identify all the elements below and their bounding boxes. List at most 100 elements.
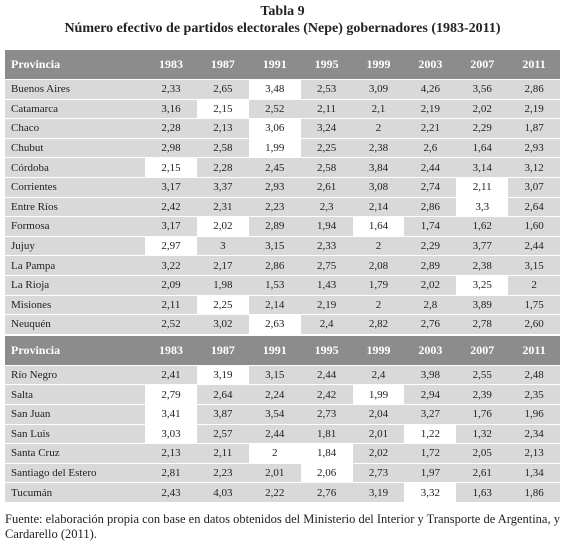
value-cell: 2,23 [196, 463, 249, 484]
value-cell: 2,05 [456, 443, 509, 464]
value-cell: 1,74 [404, 216, 457, 237]
value-cell: 2,43 [145, 482, 197, 503]
header-cell: 1987 [196, 333, 249, 366]
value-cell: 3,15 [248, 365, 301, 386]
value-cell: 1,60 [508, 216, 560, 237]
province-cell: Corrientes [5, 177, 145, 198]
value-cell: 3,14 [456, 157, 509, 178]
value-cell: 2 [508, 275, 560, 296]
header-cell: 1983 [145, 333, 197, 366]
value-cell: 2,11 [456, 177, 509, 198]
province-cell: Formosa [5, 216, 145, 237]
header-cell: 2007 [456, 333, 509, 366]
header-cell: 1999 [352, 333, 405, 366]
value-cell: 1,86 [508, 482, 560, 503]
province-cell: La Rioja [5, 275, 145, 296]
value-cell: 1,72 [404, 443, 457, 464]
value-cell: 2,3 [300, 197, 353, 218]
value-cell: 1,43 [300, 275, 353, 296]
value-cell: 2,33 [300, 236, 353, 257]
value-cell: 2,58 [196, 138, 249, 159]
value-cell: 2,76 [300, 482, 353, 503]
value-cell: 3,98 [404, 365, 457, 386]
data-row: Neuquén 2,52 3,02 2,63 2,4 2,82 2,76 2,78 2,60 [5, 314, 560, 336]
value-cell: 2,22 [248, 482, 301, 503]
value-cell: 2,1 [352, 99, 405, 120]
value-cell: 2,25 [196, 295, 249, 316]
province-cell: Catamarca [5, 99, 145, 120]
province-cell: Buenos Aires [5, 79, 145, 100]
province-cell: La Pampa [5, 255, 145, 276]
value-cell: 2,13 [145, 443, 197, 464]
value-cell: 1,64 [352, 216, 405, 237]
data-row: Buenos Aires 2,33 2,65 3,48 2,53 3,09 4,26 3,56… [5, 79, 560, 100]
value-cell: 3,17 [145, 216, 197, 237]
value-cell: 2,42 [145, 197, 197, 218]
value-cell: 1,64 [456, 138, 509, 159]
value-cell: 2,02 [196, 216, 249, 237]
value-cell: 1,99 [248, 138, 301, 159]
value-cell: 1,81 [300, 424, 353, 445]
value-cell: 1,76 [456, 404, 509, 425]
province-cell: Santiago del Estero [5, 463, 145, 484]
value-cell: 2,01 [248, 463, 301, 484]
province-cell: Jujuy [5, 236, 145, 257]
value-cell: 2,08 [352, 255, 405, 276]
province-cell: Córdoba [5, 157, 145, 178]
value-cell: 2,52 [248, 99, 301, 120]
value-cell: 2,19 [404, 99, 457, 120]
province-cell: San Luis [5, 424, 145, 445]
value-cell: 1,98 [196, 275, 249, 296]
value-cell: 2,89 [248, 216, 301, 237]
value-cell: 2,73 [352, 463, 405, 484]
value-cell: 1,53 [248, 275, 301, 296]
province-cell: Misiones [5, 295, 145, 316]
value-cell: 2,4 [352, 365, 405, 386]
province-cell: Chaco [5, 118, 145, 139]
value-cell: 4,26 [404, 79, 457, 100]
value-cell: 2,38 [352, 138, 405, 159]
value-cell: 2,06 [300, 463, 353, 484]
data-row: Río Negro 2,41 3,19 3,15 2,44 2,4 3,98 2,55 2,48 [5, 365, 560, 386]
data-row: Chaco 2,28 2,13 3,06 3,24 2 2,21 2,29 1,87 [5, 118, 560, 139]
value-cell: 2,09 [145, 275, 197, 296]
value-cell: 3,3 [456, 197, 509, 218]
table-subtitle: Número efectivo de partidos electorales … [64, 21, 501, 36]
value-cell: 2,55 [456, 365, 509, 386]
data-row: Corrientes 3,17 3,37 2,93 2,61 3,08 2,74 2,11 3,… [5, 177, 560, 198]
province-cell: Neuquén [5, 314, 145, 336]
province-cell: Entre Ríos [5, 197, 145, 218]
value-cell: 2,58 [300, 157, 353, 178]
value-cell: 2,65 [196, 79, 249, 100]
value-cell: 1,62 [456, 216, 509, 237]
data-row: Tucumán 2,43 4,03 2,22 2,76 3,19 3,32 1,63 1,86 [5, 482, 560, 503]
value-cell: 2,48 [508, 365, 560, 386]
value-cell: 1,96 [508, 404, 560, 425]
value-cell: 2,21 [404, 118, 457, 139]
value-cell: 2,41 [145, 365, 197, 386]
value-cell: 2,86 [508, 79, 560, 100]
value-cell: 2,44 [248, 424, 301, 445]
value-cell: 2,04 [352, 404, 405, 425]
value-cell: 3,41 [145, 404, 197, 425]
value-cell: 2,15 [196, 99, 249, 120]
value-cell: 2,34 [508, 424, 560, 445]
province-cell: Salta [5, 384, 145, 405]
value-cell: 1,99 [352, 384, 405, 405]
data-table: Provincia 1983 1987 1991 1995 1999 2003 2007 201… [5, 48, 560, 503]
value-cell: 1,63 [456, 482, 509, 503]
value-cell: 2,31 [196, 197, 249, 218]
value-cell: 3,87 [196, 404, 249, 425]
value-cell: 2,29 [404, 236, 457, 257]
value-cell: 2,57 [196, 424, 249, 445]
value-cell: 2,39 [456, 384, 509, 405]
value-cell: 1,84 [300, 443, 353, 464]
value-cell: 2,6 [404, 138, 457, 159]
header-cell: 1991 [248, 333, 301, 366]
value-cell: 2,42 [300, 384, 353, 405]
data-row: Entre Ríos 2,42 2,31 2,23 2,3 2,14 2,86 3,3 2,64 [5, 197, 560, 218]
value-cell: 3,25 [456, 275, 509, 296]
header-row: Provincia 1983 1987 1991 1995 1999 2003 2007 201… [5, 333, 560, 366]
value-cell: 3,07 [508, 177, 560, 198]
value-cell: 2 [352, 236, 405, 257]
